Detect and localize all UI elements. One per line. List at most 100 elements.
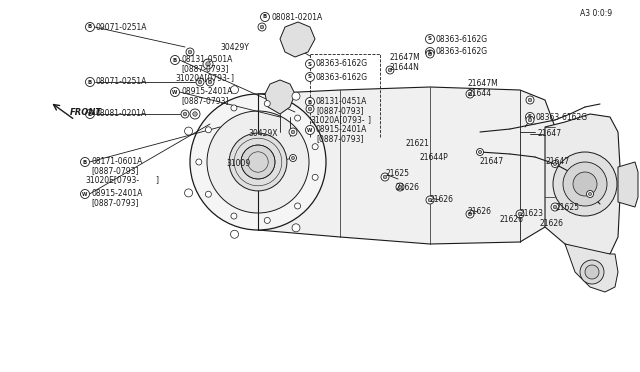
Text: 30429X: 30429X — [248, 129, 278, 138]
Ellipse shape — [229, 133, 287, 191]
Text: S: S — [428, 49, 432, 55]
Text: 31020A[0793-: 31020A[0793- — [310, 115, 365, 125]
Text: 21644: 21644 — [468, 90, 492, 99]
Text: S: S — [428, 36, 432, 42]
Circle shape — [205, 191, 211, 197]
Circle shape — [260, 13, 269, 22]
Text: 21623: 21623 — [520, 209, 544, 218]
Text: 08363-6162G: 08363-6162G — [436, 48, 488, 57]
Circle shape — [308, 107, 312, 111]
Circle shape — [208, 80, 212, 84]
Circle shape — [551, 203, 559, 211]
Text: S: S — [308, 74, 312, 80]
Polygon shape — [258, 87, 555, 244]
Circle shape — [198, 80, 202, 84]
Ellipse shape — [207, 111, 309, 213]
Text: ]: ] — [230, 74, 233, 83]
Text: B: B — [263, 15, 267, 19]
Text: [0887-0793]: [0887-0793] — [316, 106, 364, 115]
Text: B: B — [88, 25, 92, 29]
Circle shape — [386, 66, 394, 74]
Circle shape — [230, 86, 239, 94]
Ellipse shape — [190, 94, 326, 230]
Text: 21647: 21647 — [480, 157, 504, 167]
Circle shape — [466, 210, 474, 218]
Text: [0887-0793]: [0887-0793] — [316, 135, 364, 144]
Circle shape — [294, 115, 301, 121]
Text: 08131-0451A: 08131-0451A — [316, 97, 367, 106]
Text: 08363-6162G: 08363-6162G — [316, 73, 368, 81]
Circle shape — [466, 90, 474, 98]
Circle shape — [518, 212, 522, 216]
Circle shape — [170, 87, 179, 96]
Circle shape — [305, 125, 314, 135]
Circle shape — [292, 92, 300, 100]
Circle shape — [426, 196, 434, 204]
Text: W: W — [172, 90, 178, 94]
Circle shape — [563, 162, 607, 206]
Circle shape — [264, 217, 270, 224]
Circle shape — [260, 25, 264, 29]
Text: 08071-0251A: 08071-0251A — [96, 77, 147, 87]
Text: 21626: 21626 — [540, 219, 564, 228]
Text: [0887-0793]: [0887-0793] — [91, 199, 138, 208]
Circle shape — [398, 185, 402, 189]
Circle shape — [479, 150, 481, 154]
Text: 31020A[0793-: 31020A[0793- — [175, 74, 230, 83]
Text: 30429Y: 30429Y — [220, 42, 249, 51]
Circle shape — [264, 100, 270, 106]
Circle shape — [525, 112, 534, 122]
Circle shape — [580, 260, 604, 284]
Text: 08081-0201A: 08081-0201A — [271, 13, 323, 22]
Circle shape — [190, 109, 200, 119]
Text: ]: ] — [367, 115, 370, 125]
Circle shape — [294, 203, 301, 209]
Text: 08915-2401A: 08915-2401A — [316, 125, 367, 135]
Text: B: B — [173, 58, 177, 62]
Text: FRONT: FRONT — [70, 108, 102, 117]
Polygon shape — [565, 244, 618, 292]
Circle shape — [186, 48, 194, 56]
Text: S: S — [308, 61, 312, 67]
Text: 08915-2401A: 08915-2401A — [181, 87, 232, 96]
Circle shape — [196, 78, 204, 86]
Circle shape — [81, 189, 90, 199]
Text: 21647: 21647 — [538, 129, 562, 138]
Text: 08915-2401A: 08915-2401A — [91, 189, 142, 199]
Circle shape — [193, 112, 197, 116]
Circle shape — [231, 105, 237, 111]
Polygon shape — [545, 114, 620, 254]
Circle shape — [184, 127, 193, 135]
Circle shape — [526, 116, 534, 124]
Ellipse shape — [241, 145, 275, 179]
Text: 21647M: 21647M — [468, 80, 499, 89]
Text: 21626: 21626 — [395, 183, 419, 192]
Circle shape — [206, 78, 214, 86]
Text: W: W — [307, 128, 313, 132]
Circle shape — [188, 50, 192, 54]
Polygon shape — [265, 80, 295, 114]
Circle shape — [468, 92, 472, 96]
Circle shape — [205, 62, 211, 66]
Text: 21647: 21647 — [545, 157, 569, 167]
Circle shape — [231, 213, 237, 219]
Circle shape — [383, 175, 387, 179]
Polygon shape — [618, 162, 638, 207]
Text: 08363-6162G: 08363-6162G — [436, 35, 488, 44]
Text: 08363-6162G: 08363-6162G — [536, 112, 588, 122]
Circle shape — [468, 212, 472, 216]
Text: 31009: 31009 — [226, 158, 250, 167]
Circle shape — [86, 22, 95, 32]
Circle shape — [86, 109, 95, 119]
Circle shape — [516, 210, 524, 218]
Text: 08363-6162G: 08363-6162G — [316, 60, 368, 68]
Circle shape — [203, 59, 213, 69]
Circle shape — [258, 23, 266, 31]
Circle shape — [292, 224, 300, 232]
Circle shape — [526, 96, 534, 104]
Text: ]: ] — [155, 176, 158, 185]
Text: 21647M: 21647M — [390, 52, 420, 61]
Text: A3 0:0:9: A3 0:0:9 — [580, 10, 612, 19]
Circle shape — [170, 55, 179, 64]
Text: 21625: 21625 — [555, 202, 579, 212]
